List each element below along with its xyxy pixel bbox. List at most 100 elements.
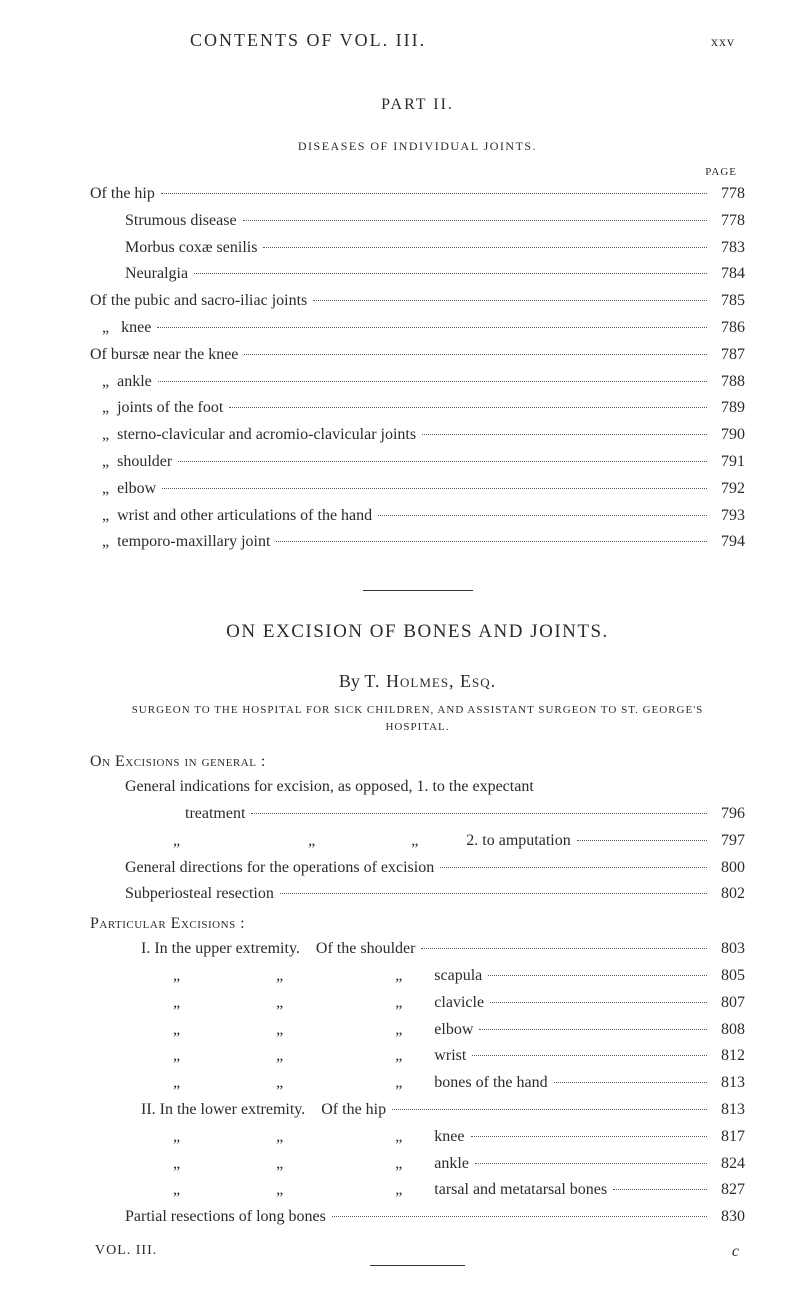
toc-line: „ „ „ clavicle 807 (90, 991, 745, 1016)
toc-line: „ „ „ elbow 808 (90, 1018, 745, 1043)
dot-leader (194, 273, 707, 274)
toc-page: 807 (713, 991, 745, 1016)
toc-page: 824 (713, 1152, 745, 1177)
toc-line: treatment796 (90, 802, 745, 827)
toc-text: „ „ „ ankle (125, 1152, 469, 1177)
toc-block-general: General indications for excision, as opp… (90, 775, 745, 907)
toc-text: II. In the lower extremity. Of the hip (125, 1098, 386, 1123)
toc-text: Morbus coxæ senilis (125, 236, 257, 261)
toc-page: 805 (713, 964, 745, 989)
toc-page: 797 (713, 829, 745, 854)
dot-leader (488, 975, 707, 976)
toc-page: 789 (713, 396, 745, 421)
toc-text: „ „ „ wrist (125, 1044, 466, 1069)
toc-line: Of bursæ near the knee787 (90, 343, 745, 368)
dot-leader (178, 461, 707, 462)
toc-page: 813 (713, 1071, 745, 1096)
toc-line: „ „ „ wrist812 (90, 1044, 745, 1069)
dot-leader (162, 488, 707, 489)
toc-line: „ „ „ 2. to amputation 797 (90, 829, 745, 854)
footer-volume: VOL. III. (95, 1243, 157, 1261)
toc-page: 808 (713, 1018, 745, 1043)
diseases-heading: DISEASES OF INDIVIDUAL JOINTS. (90, 139, 745, 154)
toc-text: „ elbow (90, 477, 156, 502)
toc-line: General directions for the operations of… (90, 856, 745, 881)
dot-leader (471, 1136, 707, 1137)
toc-text: General directions for the operations of… (125, 856, 434, 881)
toc-page: 788 (713, 370, 745, 395)
toc-line: „ joints of the foot 789 (90, 396, 745, 421)
toc-block-particular: I. In the upper extremity. Of the should… (90, 937, 745, 1230)
subheading-general: On Excisions in general : (90, 753, 745, 771)
toc-line: General indications for excision, as opp… (90, 775, 745, 800)
toc-text: „ „ „ scapula (125, 964, 482, 989)
toc-text: „ „ „ clavicle (125, 991, 484, 1016)
toc-text: Subperiosteal resection (125, 882, 274, 907)
toc-text: „ „ „ bones of the hand (125, 1071, 548, 1096)
toc-line: „ sterno-clavicular and acromio-clavicul… (90, 423, 745, 448)
toc-line: „ „ „ tarsal and metatarsal bones827 (90, 1178, 745, 1203)
toc-text: „ „ „ 2. to amputation (125, 829, 571, 854)
toc-line: „ temporo-maxillary joint 794 (90, 530, 745, 555)
author-name: T. Holmes, Esq. (364, 671, 496, 691)
section-rule (363, 590, 473, 591)
toc-line: „ wrist and other articulations of the h… (90, 504, 745, 529)
toc-line: Subperiosteal resection802 (90, 882, 745, 907)
toc-text: Of bursæ near the knee (90, 343, 238, 368)
toc-page: 790 (713, 423, 745, 448)
toc-text: Strumous disease (125, 209, 237, 234)
toc-text: „ „ „ knee (125, 1125, 465, 1150)
toc-text: „ shoulder (90, 450, 172, 475)
page-column-label: PAGE (90, 166, 745, 178)
dot-leader (157, 327, 707, 328)
toc-text: Partial resections of long bones (125, 1205, 326, 1230)
dot-leader (392, 1109, 707, 1110)
toc-page: 796 (713, 802, 745, 827)
toc-line: „ „ „ ankle 824 (90, 1152, 745, 1177)
author-line: By T. Holmes, Esq. (90, 671, 745, 692)
dot-leader (472, 1055, 707, 1056)
toc-text: „ temporo-maxillary joint (90, 530, 270, 555)
toc-text: „ „ „ elbow (125, 1018, 473, 1043)
essay-title: ON EXCISION OF BONES AND JOINTS. (90, 621, 745, 643)
dot-leader (577, 840, 707, 841)
dot-leader (613, 1189, 707, 1190)
dot-leader (490, 1002, 707, 1003)
toc-page: 791 (713, 450, 745, 475)
toc-text: „ „ „ tarsal and metatarsal bones (125, 1178, 607, 1203)
toc-page: 784 (713, 262, 745, 287)
toc-line: „ knee 786 (90, 316, 745, 341)
toc-page: 778 (713, 209, 745, 234)
dot-leader (251, 813, 707, 814)
toc-page: 786 (713, 316, 745, 341)
page-footer: VOL. III. c (95, 1243, 740, 1261)
dot-leader (332, 1216, 707, 1217)
toc-line: II. In the lower extremity. Of the hip81… (90, 1098, 745, 1123)
dot-leader (244, 354, 707, 355)
toc-page: 778 (713, 182, 745, 207)
toc-text: „ joints of the foot (90, 396, 223, 421)
author-credentials: SURGEON TO THE HOSPITAL FOR SICK CHILDRE… (90, 702, 745, 735)
toc-line: „ „ „ knee817 (90, 1125, 745, 1150)
toc-line: Of the pubic and sacro-iliac joints 785 (90, 289, 745, 314)
page-header: CONTENTS OF VOL. III. xxv (90, 30, 745, 51)
toc-page: 794 (713, 530, 745, 555)
toc-page: 830 (713, 1205, 745, 1230)
toc-page: 785 (713, 289, 745, 314)
dot-leader (313, 300, 707, 301)
toc-page: 792 (713, 477, 745, 502)
dot-leader (378, 515, 707, 516)
dot-leader (280, 893, 707, 894)
dot-leader (161, 193, 707, 194)
toc-block-diseases: Of the hip 778 Strumous disease 778 Morbus… (90, 182, 745, 555)
dot-leader (440, 867, 707, 868)
toc-text: Of the pubic and sacro-iliac joints (90, 289, 307, 314)
toc-text: „ ankle (90, 370, 152, 395)
toc-text: „ knee (90, 316, 151, 341)
dot-leader (554, 1082, 707, 1083)
dot-leader (276, 541, 707, 542)
toc-text: „ sterno-clavicular and acromio-clavicul… (90, 423, 416, 448)
toc-text: Of the hip (90, 182, 155, 207)
dot-leader (422, 434, 707, 435)
toc-line: Strumous disease 778 (90, 209, 745, 234)
